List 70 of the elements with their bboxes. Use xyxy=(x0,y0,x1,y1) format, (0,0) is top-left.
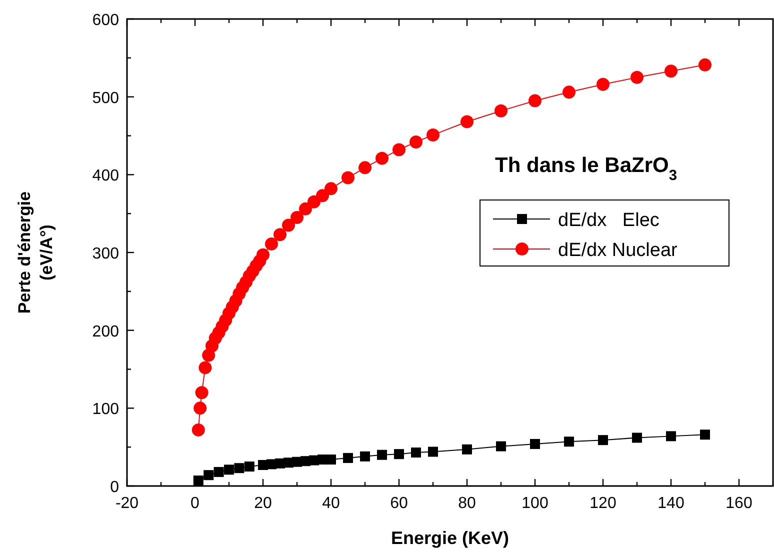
point xyxy=(299,202,312,216)
point xyxy=(342,171,354,184)
point xyxy=(193,476,204,486)
point xyxy=(256,248,270,262)
point xyxy=(224,464,234,475)
point xyxy=(460,115,474,128)
point xyxy=(666,431,676,442)
y-tick-label: 0 xyxy=(110,479,120,496)
x-tick-label: 80 xyxy=(458,495,476,512)
y-tick-label: 400 xyxy=(92,168,120,185)
point xyxy=(598,435,608,446)
x-axis-title: Energie (KeV) xyxy=(390,528,510,548)
y-axis-title: Perte d'énergie (eV/A°) xyxy=(15,191,56,314)
point xyxy=(360,451,370,462)
x-tick-label: 0 xyxy=(190,495,200,512)
point xyxy=(376,152,388,165)
x-tick-label: 160 xyxy=(726,495,752,512)
point xyxy=(494,104,508,118)
y-tick-label: 100 xyxy=(92,401,120,418)
x-tick-label: -20 xyxy=(115,495,139,512)
point xyxy=(698,58,712,72)
point xyxy=(358,161,372,174)
point xyxy=(324,182,338,196)
point xyxy=(664,64,678,78)
annotation: Th dans le BaZrO$_{3}$ xyxy=(495,154,678,184)
point xyxy=(290,210,304,224)
point xyxy=(562,86,576,99)
point xyxy=(394,449,404,460)
legend-label: dE/dx Nuclear xyxy=(558,240,678,261)
point xyxy=(700,430,710,440)
point xyxy=(192,423,205,436)
point xyxy=(496,441,506,452)
y-tick-label: 200 xyxy=(92,323,120,340)
point xyxy=(326,454,336,465)
legend-label: dE/dx Elec xyxy=(558,210,660,231)
point xyxy=(343,452,353,463)
point xyxy=(392,143,406,156)
point xyxy=(530,438,540,449)
point xyxy=(462,444,472,454)
x-tick-label: 100 xyxy=(522,495,548,512)
point xyxy=(274,228,286,242)
point xyxy=(564,436,574,447)
point xyxy=(244,462,254,472)
point xyxy=(630,70,644,84)
point xyxy=(198,361,212,374)
point xyxy=(316,189,329,202)
x-tick-label: 140 xyxy=(658,495,684,512)
point xyxy=(632,432,642,443)
y-tick-label: 300 xyxy=(92,246,120,262)
y-tick-label: 600 xyxy=(92,12,120,29)
point xyxy=(308,195,320,208)
x-tick-label: 20 xyxy=(254,495,272,512)
point xyxy=(596,78,610,91)
point xyxy=(377,450,387,460)
point xyxy=(410,135,422,148)
point xyxy=(428,446,438,457)
x-tick-label: 40 xyxy=(322,495,340,512)
y-tick-label: 500 xyxy=(92,90,120,107)
x-tick-label: 120 xyxy=(590,495,616,512)
point xyxy=(528,94,542,108)
x-tick-label: 60 xyxy=(390,495,408,512)
point xyxy=(426,128,440,142)
point xyxy=(214,466,224,477)
point xyxy=(411,448,421,458)
point xyxy=(204,470,214,480)
point xyxy=(194,402,207,415)
point xyxy=(265,237,278,250)
point xyxy=(195,386,208,400)
point xyxy=(234,463,244,474)
point xyxy=(282,218,295,232)
